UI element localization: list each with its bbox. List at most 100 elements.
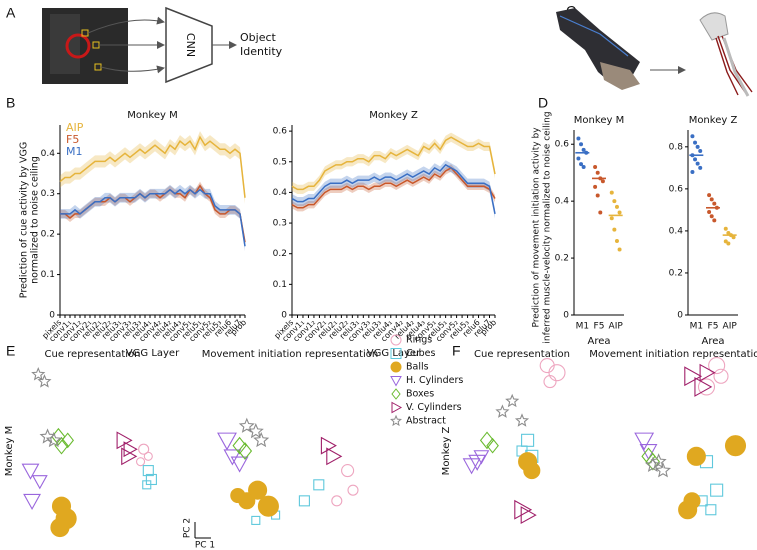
panel-letter: A <box>6 5 16 21</box>
error-band <box>292 132 495 194</box>
panel-letter: D <box>538 95 548 111</box>
data-point <box>612 227 617 232</box>
data-point <box>593 165 598 169</box>
scatter-point <box>313 479 325 491</box>
legend-label: V. Cylinders <box>406 402 462 413</box>
panel-letter: F <box>452 343 461 359</box>
y-tick-label: 0 <box>49 311 55 321</box>
chart-title: Monkey Z <box>689 115 738 126</box>
legend-label: Boxes <box>406 389 434 400</box>
data-point <box>617 210 622 215</box>
y-tick-label: 0.2 <box>41 230 55 240</box>
data-point <box>614 239 619 243</box>
scatter-point <box>347 484 359 496</box>
diagram-a: CNN Object Identity <box>42 6 283 84</box>
line <box>291 136 496 191</box>
scatter-point <box>45 431 62 448</box>
legend-marker <box>390 361 402 373</box>
data-point <box>707 209 712 214</box>
data-point <box>695 161 700 166</box>
data-point <box>709 197 714 202</box>
cnn-label: CNN <box>184 33 197 57</box>
legend-label: F5 <box>66 133 79 146</box>
legend-label: M1 <box>66 145 83 158</box>
scatter-point <box>684 366 703 387</box>
scatter-point <box>298 495 310 507</box>
legend-marker <box>390 348 402 359</box>
y-axis-label: normalized to noise ceiling <box>30 156 41 284</box>
y-tick-label: 0.8 <box>669 142 684 152</box>
data-point <box>731 235 736 240</box>
scatter-point <box>136 457 146 467</box>
scatter-point <box>61 432 75 449</box>
output-label: Object <box>240 31 277 44</box>
y-tick-label: 0.6 <box>669 184 684 194</box>
y-tick-label: 0.2 <box>669 268 683 278</box>
line <box>291 163 496 215</box>
scatter-point <box>523 462 541 480</box>
scatter-point <box>486 437 499 454</box>
x-tick-label: AIP <box>609 322 624 332</box>
scene-wall <box>50 14 80 74</box>
chart-title: Cue representation <box>45 349 141 360</box>
data-point <box>579 162 584 167</box>
panel-letter: E <box>6 343 15 359</box>
scatter-point <box>247 422 264 439</box>
data-point <box>723 226 728 231</box>
x-axis-label: VGG Layer <box>126 348 180 359</box>
x-axis-label: Area <box>587 336 610 347</box>
scatter-point <box>145 473 157 486</box>
legend-label: Abstract <box>406 416 446 427</box>
scatter-point <box>686 446 706 466</box>
scatter-point <box>121 447 138 466</box>
scatter-point <box>650 453 667 469</box>
x-tick-label: prob <box>479 318 498 337</box>
scatter-point <box>548 364 566 382</box>
scatter-point <box>697 378 716 396</box>
data-point <box>598 210 603 215</box>
shoulder-drawing <box>699 12 729 41</box>
scatter-point <box>724 435 747 457</box>
scatter-point <box>694 376 713 397</box>
scatter-point <box>326 447 343 466</box>
data-point <box>581 165 586 169</box>
y-axis-label: Monkey Z <box>441 427 452 476</box>
scatter-point <box>257 495 279 517</box>
y-tick-label: 0.2 <box>555 254 569 264</box>
scatter-point <box>143 451 153 461</box>
scatter-point <box>31 475 48 490</box>
data-point <box>712 218 717 223</box>
y-tick-label: 0.1 <box>273 280 287 290</box>
scatter-point <box>237 442 253 460</box>
data-point <box>609 216 614 221</box>
x-tick-label: F5 <box>594 322 605 332</box>
scatter-point <box>138 443 150 455</box>
scatter-point <box>479 431 495 450</box>
scatter-point <box>514 499 533 520</box>
data-point <box>693 157 698 162</box>
scatter-point <box>634 432 655 451</box>
scatter-point <box>521 433 535 447</box>
y-axis-label: Monkey M <box>4 426 15 476</box>
chart-title: Monkey M <box>127 110 177 121</box>
scatter-point <box>705 504 717 516</box>
hand-drawing <box>600 62 640 90</box>
data-point <box>600 179 605 184</box>
object <box>65 33 91 59</box>
x-tick-label: F5 <box>708 322 719 332</box>
scatter-point <box>505 393 520 408</box>
y-tick-label: 0.4 <box>273 188 288 198</box>
data-point <box>579 142 584 147</box>
scatter-point <box>253 431 270 448</box>
data-point <box>612 199 617 204</box>
chart-title: Movement initiation representation <box>202 349 379 360</box>
data-point <box>593 184 598 189</box>
output-label: Identity <box>240 45 283 58</box>
error-band <box>292 164 495 212</box>
data-point <box>707 193 712 198</box>
scatter-point <box>217 432 237 451</box>
y-axis-label: inferred muscle-velocity normalized to n… <box>543 111 553 343</box>
cnn-box <box>165 6 213 84</box>
data-point <box>576 156 581 161</box>
scatter-point <box>462 458 481 475</box>
